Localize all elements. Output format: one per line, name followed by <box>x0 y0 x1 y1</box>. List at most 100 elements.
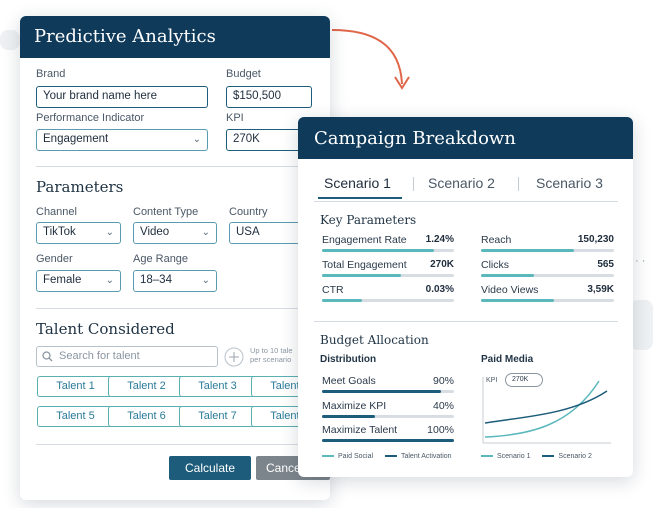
legend-swatch <box>322 455 334 458</box>
channel-value: TikTok <box>43 226 76 238</box>
calculate-button[interactable]: Calculate <box>169 456 251 480</box>
distribution-value: 40% <box>432 400 454 412</box>
tab-scenario-2[interactable]: Scenario 2 <box>428 175 495 191</box>
distribution-name: Maximize Talent <box>322 424 398 436</box>
tab-separator <box>413 177 414 191</box>
legend-swatch <box>481 455 493 458</box>
chevron-down-icon: ⌄ <box>201 275 210 286</box>
metric-bar-track <box>322 299 454 302</box>
metric-bar-fill <box>481 249 574 252</box>
age-range-value: 18–34 <box>140 274 172 286</box>
talent-limit-note: Up to 10 tale per scenario <box>250 346 293 364</box>
performance-indicator-select[interactable]: Engagement ⌄ <box>36 129 208 151</box>
talent-chip[interactable]: Talent 3 <box>179 376 256 397</box>
metric-value: 270K <box>430 259 454 270</box>
tab-scenario-1[interactable]: Scenario 1 <box>324 175 391 191</box>
performance-indicator-label: Performance Indicator <box>36 112 145 124</box>
age-range-label: Age Range <box>133 253 189 265</box>
metric-name: Total Engagement <box>322 259 407 271</box>
background-shape <box>0 30 20 50</box>
search-icon <box>42 351 53 362</box>
metric-bar-fill <box>481 299 554 302</box>
distribution-bar-track <box>322 415 454 418</box>
metric-value: 0.03% <box>425 284 454 295</box>
chevron-down-icon: ⌄ <box>105 275 114 286</box>
country-value: USA <box>236 226 260 238</box>
talent-chip[interactable]: Talent 6 <box>108 406 185 427</box>
connector-arrow-icon <box>331 29 410 90</box>
metric-value: 3,59K <box>587 284 614 295</box>
gender-value: Female <box>43 274 82 286</box>
ellipsis-icon: · · <box>635 255 646 267</box>
distribution-value: 90% <box>432 375 454 387</box>
divider <box>314 321 618 322</box>
metric-bar-track <box>481 274 614 277</box>
add-talent-icon[interactable] <box>224 347 244 367</box>
gender-select[interactable]: Female ⌄ <box>36 270 121 292</box>
paid-media-title: Paid Media <box>481 354 534 365</box>
metric-name: Engagement Rate <box>322 234 407 246</box>
chevron-down-icon: ⌄ <box>105 227 114 238</box>
divider <box>36 166 314 167</box>
talent-chip[interactable]: Talent 7 <box>179 406 256 427</box>
divider <box>314 201 618 202</box>
key-parameters-title: Key Parameters <box>320 213 417 227</box>
legend-swatch <box>542 455 555 458</box>
content-type-select[interactable]: Video ⌄ <box>133 222 217 244</box>
kpi-label: KPI <box>226 112 244 124</box>
metric-bar-fill <box>481 274 534 277</box>
distribution-bar-fill <box>322 439 454 442</box>
divider <box>36 444 314 445</box>
background-shape <box>630 300 653 350</box>
talent-limit-note-line: per scenario <box>250 355 292 364</box>
kpi-chart-input[interactable]: 270K <box>505 373 543 387</box>
budget-allocation-title: Budget Allocation <box>320 333 429 347</box>
chevron-down-icon: ⌄ <box>201 227 210 238</box>
legend-swatch <box>384 455 397 458</box>
channel-label: Channel <box>36 206 77 218</box>
scenario-1-line <box>484 380 600 438</box>
distribution-value: 100% <box>427 424 454 436</box>
age-range-select[interactable]: 18–34 ⌄ <box>133 270 217 292</box>
brand-input[interactable]: Your brand name here <box>36 86 208 108</box>
kpi-input[interactable]: 270K <box>226 129 312 151</box>
talent-considered-title: Talent Considered <box>36 320 175 338</box>
metric-bar-fill <box>322 274 401 277</box>
tab-scenario-3[interactable]: Scenario 3 <box>536 175 603 191</box>
metric-value: 150,230 <box>577 234 614 245</box>
campaign-breakdown-panel: Campaign Breakdown Scenario 1 Scenario 2… <box>298 117 633 477</box>
channel-select[interactable]: TikTok ⌄ <box>36 222 121 244</box>
active-tab-indicator <box>318 197 402 199</box>
talent-chip[interactable]: Talent 2 <box>108 376 185 397</box>
brand-label: Brand <box>36 68 66 80</box>
legend-label: Scenario 1 <box>497 453 531 460</box>
country-select[interactable]: USA <box>229 222 309 244</box>
talent-chip[interactable]: Talent 1 <box>37 376 114 397</box>
metric-value: 1.24% <box>425 234 454 245</box>
metric-value: 565 <box>597 259 614 270</box>
metric-bar-fill <box>322 249 434 252</box>
distribution-legend: Paid Social Talent Activation <box>322 453 452 460</box>
parameters-title: Parameters <box>36 178 124 196</box>
talent-chip[interactable]: Talent 5 <box>37 406 114 427</box>
paid-media-line-chart <box>482 377 611 444</box>
search-placeholder: Search for talent <box>59 350 140 362</box>
panel-title: Campaign Breakdown <box>298 117 633 159</box>
distribution-title: Distribution <box>320 354 377 365</box>
metric-name: Video Views <box>481 284 539 296</box>
talent-limit-note-line: Up to 10 tale <box>250 346 293 355</box>
distribution-name: Maximize KPI <box>322 400 387 412</box>
content-type-value: Video <box>140 226 170 238</box>
paid-media-legend: Scenario 1 Scenario 2 <box>481 453 592 460</box>
budget-input[interactable]: $150,500 <box>226 86 312 108</box>
scenario-2-line <box>484 390 608 424</box>
tab-separator <box>518 177 519 191</box>
legend-label: Paid Social <box>338 453 374 460</box>
talent-search-input[interactable]: Search for talent <box>36 346 218 367</box>
metric-name: Reach <box>481 234 512 246</box>
divider <box>36 308 314 309</box>
metric-bar-fill <box>322 299 362 302</box>
metric-name: CTR <box>322 284 344 296</box>
content-type-label: Content Type <box>133 206 199 218</box>
predictive-analytics-panel: Predictive Analytics Brand Your brand na… <box>20 16 330 500</box>
